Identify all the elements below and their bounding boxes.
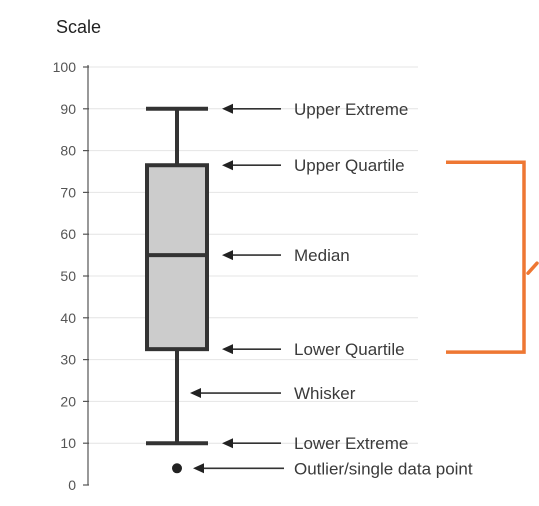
- y-tick-label: 10: [60, 435, 76, 451]
- arrow-head: [222, 438, 233, 449]
- y-tick-label: 90: [60, 101, 76, 117]
- label-outlier: Outlier/single data point: [294, 459, 473, 478]
- label-median: Median: [294, 246, 350, 265]
- y-tick-label: 50: [60, 268, 76, 284]
- y-tick-label: 0: [68, 477, 76, 493]
- arrow-head: [193, 463, 204, 474]
- quartile-bracket: [446, 160, 526, 354]
- arrow-head: [222, 250, 233, 261]
- arrow-head: [222, 344, 233, 355]
- label-upper-extreme: Upper Extreme: [294, 100, 408, 119]
- quartile-box: [145, 163, 209, 352]
- y-tick-label: 70: [60, 184, 76, 200]
- label-upper-quartile: Upper Quartile: [294, 156, 405, 175]
- arrow-head: [222, 103, 233, 114]
- label-whisker: Whisker: [294, 384, 356, 403]
- annotation-labels: Upper Extreme Upper Quartile Median Lower Q…: [190, 100, 473, 478]
- arrow-head: [222, 160, 233, 171]
- label-lower-extreme: Lower Extreme: [294, 434, 408, 453]
- scale-title: Scale: [56, 17, 101, 37]
- label-lower-quartile: Lower Quartile: [294, 340, 405, 359]
- y-tick-label: 100: [53, 59, 77, 75]
- box-plot: [145, 106, 209, 474]
- y-tick-label: 30: [60, 352, 76, 368]
- bracket-pointer: [526, 261, 539, 275]
- y-tick-label: 60: [60, 226, 76, 242]
- y-axis-ticks: 0 10 20 30 40 50 60 70 80 90 100: [53, 59, 89, 493]
- outlier-point: [172, 463, 182, 474]
- y-tick-label: 20: [60, 393, 76, 409]
- y-tick-label: 80: [60, 143, 76, 159]
- y-tick-label: 40: [60, 310, 76, 326]
- arrow-head: [190, 388, 201, 399]
